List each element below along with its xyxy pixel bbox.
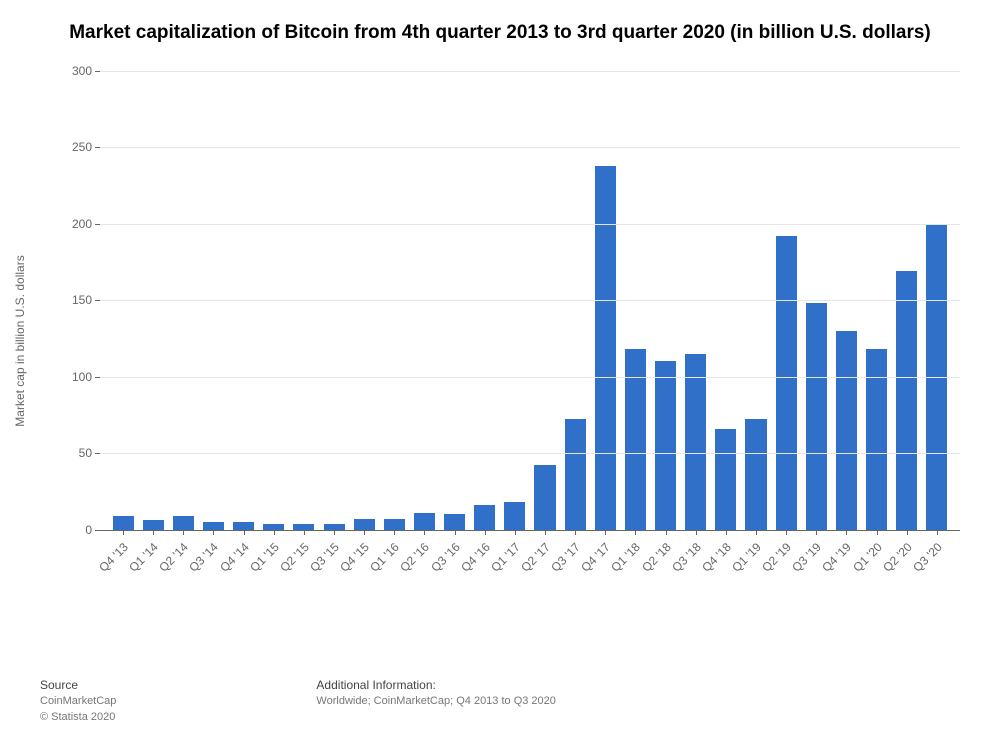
- footer-source: Source CoinMarketCap © Statista 2020: [40, 677, 116, 725]
- bar: [534, 465, 555, 529]
- y-tick-label: 300: [72, 64, 92, 78]
- x-tick-mark: [334, 530, 335, 535]
- x-tick-mark: [575, 530, 576, 535]
- bar: [776, 236, 797, 530]
- x-tick-mark: [244, 530, 245, 535]
- y-tick-label: 0: [85, 523, 92, 537]
- y-tick-label: 150: [72, 293, 92, 307]
- copyright-text: © Statista 2020: [40, 710, 116, 725]
- grid-line: [100, 147, 960, 148]
- x-tick-mark: [485, 530, 486, 535]
- bar: [384, 519, 405, 530]
- footer-info: Additional Information: Worldwide; CoinM…: [316, 677, 555, 725]
- grid-line: [100, 224, 960, 225]
- x-tick-mark: [304, 530, 305, 535]
- bar: [444, 514, 465, 529]
- x-tick-mark: [726, 530, 727, 535]
- bar: [474, 505, 495, 529]
- x-tick-mark: [877, 530, 878, 535]
- y-tick-mark: [95, 377, 100, 378]
- grid-line: [100, 377, 960, 378]
- x-tick-mark: [907, 530, 908, 535]
- x-tick-mark: [274, 530, 275, 535]
- x-tick-mark: [424, 530, 425, 535]
- x-tick-mark: [455, 530, 456, 535]
- x-tick-mark: [786, 530, 787, 535]
- x-tick-mark: [123, 530, 124, 535]
- info-text: Worldwide; CoinMarketCap; Q4 2013 to Q3 …: [316, 694, 555, 709]
- grid-line: [100, 300, 960, 301]
- chart-container: Market capitalization of Bitcoin from 4t…: [0, 0, 1000, 743]
- y-axis-label: Market cap in billion U.S. dollars: [13, 255, 27, 426]
- y-tick-mark: [95, 147, 100, 148]
- y-tick-label: 50: [79, 446, 92, 460]
- y-tick-label: 200: [72, 217, 92, 231]
- x-tick-mark: [937, 530, 938, 535]
- x-tick-mark: [515, 530, 516, 535]
- footer: Source CoinMarketCap © Statista 2020 Add…: [40, 677, 960, 725]
- y-tick-mark: [95, 453, 100, 454]
- y-tick-mark: [95, 224, 100, 225]
- y-tick-mark: [95, 71, 100, 72]
- plot-area: Q4 '13Q1 '14Q2 '14Q3 '14Q4 '14Q1 '15Q2 '…: [100, 71, 960, 531]
- x-tick-mark: [364, 530, 365, 535]
- x-tick-mark: [153, 530, 154, 535]
- source-heading: Source: [40, 677, 116, 694]
- bar: [896, 271, 917, 530]
- bar: [233, 522, 254, 530]
- bar: [595, 166, 616, 530]
- bar: [806, 303, 827, 529]
- bar: [414, 513, 435, 530]
- info-heading: Additional Information:: [316, 677, 555, 694]
- x-tick-mark: [605, 530, 606, 535]
- bar: [113, 516, 134, 530]
- y-tick-mark: [95, 300, 100, 301]
- bar: [173, 516, 194, 530]
- bar: [354, 519, 375, 530]
- bar: [745, 419, 766, 529]
- bar: [655, 361, 676, 529]
- chart-area: Market cap in billion U.S. dollars Q4 '1…: [30, 61, 970, 621]
- bar: [685, 354, 706, 530]
- x-tick-mark: [183, 530, 184, 535]
- x-tick-mark: [696, 530, 697, 535]
- bar: [143, 520, 164, 529]
- x-tick-mark: [545, 530, 546, 535]
- chart-title: Market capitalization of Bitcoin from 4t…: [50, 20, 950, 46]
- bar: [565, 419, 586, 529]
- source-text: CoinMarketCap: [40, 694, 116, 709]
- x-tick-mark: [816, 530, 817, 535]
- bar: [715, 429, 736, 530]
- x-tick-mark: [846, 530, 847, 535]
- x-tick-mark: [394, 530, 395, 535]
- grid-line: [100, 71, 960, 72]
- grid-line: [100, 453, 960, 454]
- y-tick-label: 100: [72, 370, 92, 384]
- x-tick-mark: [635, 530, 636, 535]
- y-tick-label: 250: [72, 140, 92, 154]
- y-tick-mark: [95, 530, 100, 531]
- bar: [504, 502, 525, 530]
- x-tick-mark: [213, 530, 214, 535]
- x-tick-mark: [756, 530, 757, 535]
- x-tick-mark: [666, 530, 667, 535]
- bar: [836, 331, 857, 530]
